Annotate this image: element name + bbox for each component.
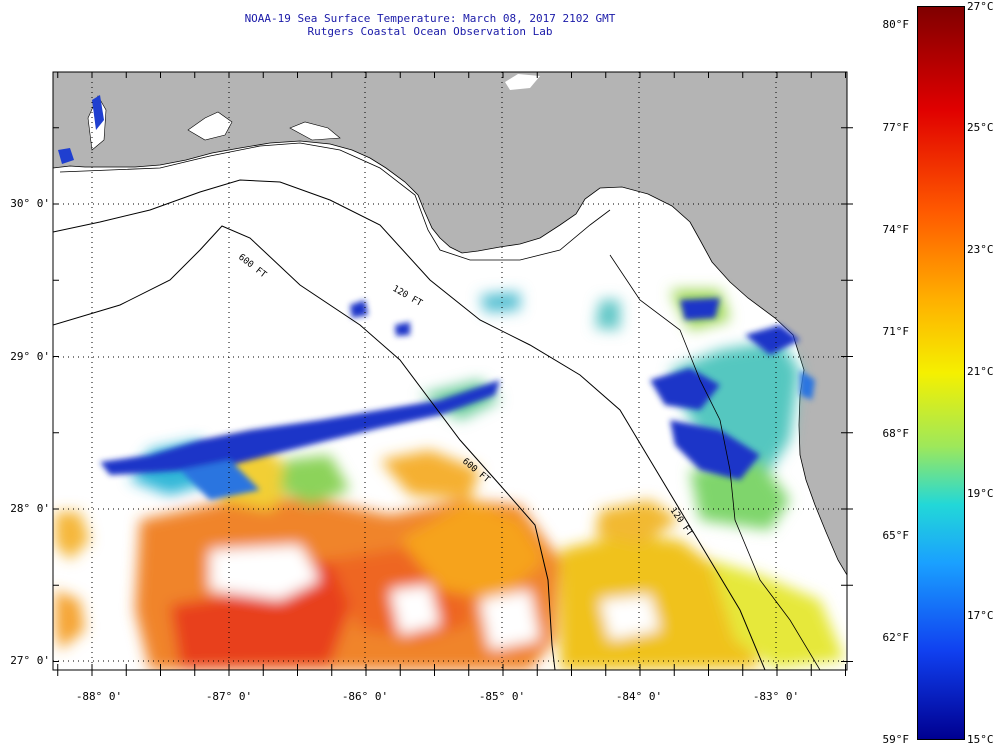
colorbar-celsius-label: 25°C [967, 121, 994, 134]
map-title: NOAA-19 Sea Surface Temperature: March 0… [244, 12, 616, 25]
longitude-label: -83° 0' [752, 690, 800, 703]
colorbar-fahrenheit-label: 59°F [882, 733, 910, 746]
colorbar-fahrenheit-label: 80°F [882, 18, 910, 31]
temperature-colorbar [917, 6, 965, 740]
colorbar-fahrenheit-label: 77°F [882, 121, 910, 134]
longitude-label: -86° 0' [341, 690, 389, 703]
colorbar-celsius-label: 21°C [967, 365, 994, 378]
longitude-label: -87° 0' [205, 690, 253, 703]
contour-120ft [53, 179, 766, 670]
colorbar-fahrenheit-label: 74°F [882, 223, 910, 236]
latitude-label: 27° 0' [10, 654, 50, 667]
colorbar-fahrenheit-label: 71°F [882, 325, 910, 338]
longitude-label: -88° 0' [75, 690, 123, 703]
bay-shape [187, 111, 233, 141]
latitude-label: 28° 0' [10, 502, 50, 515]
colorbar-celsius-label: 17°C [967, 609, 994, 622]
colorbar-fahrenheit-label: 68°F [882, 427, 910, 440]
bay-shape [289, 121, 341, 141]
cold-front [100, 298, 815, 500]
colorbar-celsius-label: 23°C [967, 243, 994, 256]
latitude-label: 30° 0' [10, 197, 50, 210]
map-subtitle: Rutgers Coastal Ocean Observation Lab [307, 25, 553, 38]
colorbar-fahrenheit-label: 65°F [882, 529, 910, 542]
longitude-label: -85° 0' [478, 690, 526, 703]
contour-nearshore [59, 142, 611, 261]
land-mass [53, 72, 847, 576]
colorbar-celsius-label: 19°C [967, 487, 994, 500]
bay-water [58, 148, 74, 164]
contour-600ft [53, 225, 556, 670]
colorbar-fahrenheit-label: 62°F [882, 631, 910, 644]
colorbar-celsius-label: 15°C [967, 733, 994, 746]
longitude-label: -84° 0' [615, 690, 663, 703]
latitude-label: 29° 0' [10, 350, 50, 363]
map-ticks [53, 72, 853, 676]
colorbar-celsius-label: 27°C [967, 0, 994, 13]
bay-water [92, 95, 104, 130]
contour-coastal [609, 254, 821, 670]
inland-lake [505, 74, 540, 90]
map-frame [52, 71, 848, 671]
